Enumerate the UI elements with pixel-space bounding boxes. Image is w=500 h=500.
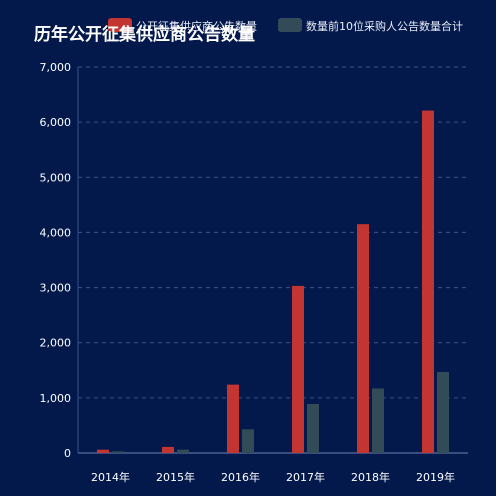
y-tick-label: 7,000 <box>40 61 72 74</box>
y-tick-label: 3,000 <box>40 282 72 295</box>
legend[interactable]: 公开征集供应商公告数量 数量前10位采购人公告数量合计 <box>108 18 463 33</box>
bar-1-2016年[interactable] <box>227 384 239 453</box>
x-tick-label: 2016年 <box>221 470 260 484</box>
y-axis-ticks: 0 1,000 2,000 3,000 4,000 5,000 6,000 7,000 <box>40 61 72 460</box>
bar-1-2015年[interactable] <box>162 446 174 453</box>
x-tick-label: 2018年 <box>351 470 390 484</box>
bar-2-2019年[interactable] <box>437 371 449 453</box>
y-tick-label: 1,000 <box>40 392 72 405</box>
x-tick-label: 2017年 <box>286 470 325 484</box>
bar-1-2019年[interactable] <box>422 110 434 453</box>
bar-1-2018年[interactable] <box>357 224 369 453</box>
bar-2-2018年[interactable] <box>372 388 384 453</box>
axes <box>77 67 468 454</box>
legend-swatch-series-2[interactable] <box>278 18 302 32</box>
chart-title: 历年公开征集供应商公告数量 <box>34 24 255 45</box>
bar-2-2016年[interactable] <box>242 429 254 453</box>
legend-label-series-1[interactable]: 公开征集供应商公告数量 <box>136 19 257 33</box>
x-tick-label: 2015年 <box>156 470 195 484</box>
bar-2-2017年[interactable] <box>307 403 319 453</box>
x-axis-ticks: 2014年 2015年 2016年 2017年 2018年 2019年 <box>91 470 455 484</box>
x-tick-label: 2019年 <box>416 470 455 484</box>
bar-1-2017年[interactable] <box>292 285 304 453</box>
bar-2-2014年[interactable] <box>112 451 124 453</box>
y-tick-label: 6,000 <box>40 116 72 129</box>
bars <box>97 110 449 453</box>
gridlines <box>78 66 468 399</box>
bar-1-2014年[interactable] <box>97 449 109 453</box>
x-tick-label: 2014年 <box>91 470 130 484</box>
y-tick-label: 0 <box>64 447 71 460</box>
bar-2-2015年[interactable] <box>177 449 189 453</box>
legend-swatch-series-1[interactable] <box>108 18 132 32</box>
y-tick-label: 2,000 <box>40 337 72 350</box>
y-tick-label: 4,000 <box>40 226 72 239</box>
y-tick-label: 5,000 <box>40 171 72 184</box>
legend-label-series-2[interactable]: 数量前10位采购人公告数量合计 <box>306 19 463 33</box>
